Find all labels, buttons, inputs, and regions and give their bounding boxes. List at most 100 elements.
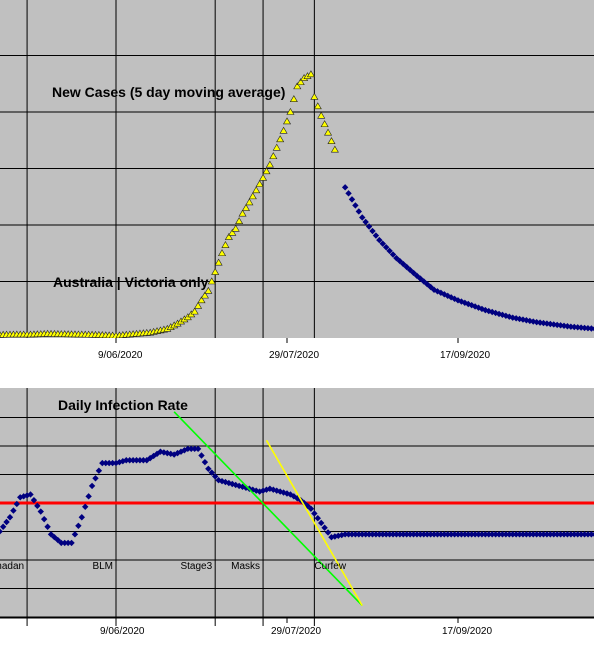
bottom-data-point	[427, 531, 434, 538]
bottom-chart-title: Daily Infection Rate	[58, 397, 188, 413]
bottom-data-point	[88, 482, 96, 490]
bottom-data-point	[382, 531, 390, 538]
top-data-point	[241, 203, 250, 211]
bottom-data-point	[341, 531, 349, 538]
top-data-point	[197, 296, 206, 304]
bottom-data-point	[489, 531, 496, 538]
bottom-data-point	[331, 533, 339, 540]
top-data-point	[306, 70, 315, 78]
bottom-data-point	[123, 457, 130, 464]
bottom-data-point	[208, 469, 215, 476]
bottom-data-point	[194, 445, 202, 453]
bottom-data-point	[526, 531, 534, 538]
bottom-data-point	[211, 473, 219, 480]
top-data-point	[224, 232, 233, 240]
bottom-data-point	[492, 531, 499, 538]
bottom-series	[0, 445, 594, 547]
top-data-point	[320, 120, 329, 128]
top-event-lines	[26, 0, 315, 338]
bottom-data-point	[136, 457, 144, 464]
bottom-data-point	[393, 531, 400, 538]
top-data-point	[231, 224, 240, 232]
bottom-data-point	[205, 465, 212, 472]
bottom-data-point	[417, 531, 424, 538]
bottom-data-point	[577, 531, 585, 538]
bottom-data-point	[447, 531, 455, 538]
top-data-point	[365, 223, 373, 230]
top-chart-title: New Cases (5 day moving average)	[52, 84, 285, 100]
top-data-point	[557, 322, 564, 329]
event-label: Curfew	[314, 561, 346, 572]
bottom-data-point	[184, 445, 192, 453]
top-data-point	[221, 241, 230, 248]
top-data-point	[376, 236, 383, 244]
bottom-data-point	[499, 531, 506, 538]
bottom-data-point	[557, 531, 564, 538]
bottom-data-point	[40, 515, 48, 523]
top-data-point	[317, 111, 326, 119]
bottom-data-point	[547, 531, 554, 538]
top-data-point	[286, 107, 295, 115]
top-axis-band	[0, 338, 594, 370]
bottom-data-point	[34, 502, 41, 510]
bottom-data-point	[140, 457, 147, 464]
top-data-point	[255, 180, 264, 187]
bottom-data-point	[581, 531, 588, 538]
bottom-data-point	[506, 531, 513, 538]
top-data-point	[516, 315, 523, 323]
bottom-data-point	[10, 507, 17, 514]
bottom-data-point	[0, 523, 7, 530]
top-data-point	[324, 128, 333, 136]
top-x-tick-label: 29/07/2020	[269, 350, 319, 361]
top-data-point	[200, 291, 209, 299]
bottom-data-point	[307, 505, 315, 512]
bottom-data-point	[311, 510, 318, 517]
top-data-point	[591, 326, 594, 332]
bottom-data-point	[27, 491, 34, 498]
event-label: Ramadan	[0, 561, 24, 572]
bottom-data-point	[345, 531, 352, 538]
bottom-data-point	[0, 528, 3, 535]
top-data-point	[341, 184, 349, 191]
bottom-data-point	[198, 452, 205, 459]
top-data-point	[238, 209, 247, 217]
bottom-data-point	[550, 531, 557, 538]
bottom-x-tick-label: 17/09/2020	[442, 626, 492, 637]
bottom-data-point	[119, 458, 127, 465]
top-data-point	[259, 173, 268, 181]
bottom-data-point	[191, 445, 198, 453]
event-labels: Ramadan BLM Stage3 Masks Curfew	[0, 561, 347, 572]
top-data-point	[543, 320, 551, 327]
bottom-data-point	[441, 531, 448, 538]
top-data-point	[386, 247, 393, 255]
bottom-data-point	[465, 531, 472, 538]
top-data-point	[228, 228, 237, 236]
bottom-data-point	[454, 531, 462, 538]
bottom-data-point	[71, 531, 79, 538]
top-data-point	[345, 190, 352, 197]
trendline	[265, 439, 363, 607]
bottom-data-point	[102, 459, 109, 467]
bottom-data-point	[376, 531, 383, 538]
top-data-point	[362, 218, 369, 226]
bottom-data-point	[458, 531, 465, 538]
bottom-data-point	[13, 500, 21, 508]
bottom-data-point	[420, 531, 427, 538]
bottom-data-point	[564, 531, 571, 538]
top-data-point	[355, 208, 363, 215]
bottom-data-point	[413, 531, 421, 538]
bottom-data-point	[318, 519, 325, 527]
top-data-point	[235, 217, 244, 225]
bottom-data-point	[54, 536, 62, 544]
bottom-data-point	[321, 524, 328, 531]
top-data-point	[327, 137, 336, 144]
bottom-data-point	[201, 458, 209, 466]
bottom-event-lines	[26, 388, 315, 626]
bottom-data-point	[571, 531, 578, 538]
top-data-point	[313, 102, 322, 110]
top-data-point	[553, 321, 561, 329]
bottom-data-point	[533, 531, 540, 538]
bottom-data-point	[126, 457, 133, 464]
top-gridlines	[0, 55, 594, 282]
bottom-data-point	[314, 515, 321, 522]
